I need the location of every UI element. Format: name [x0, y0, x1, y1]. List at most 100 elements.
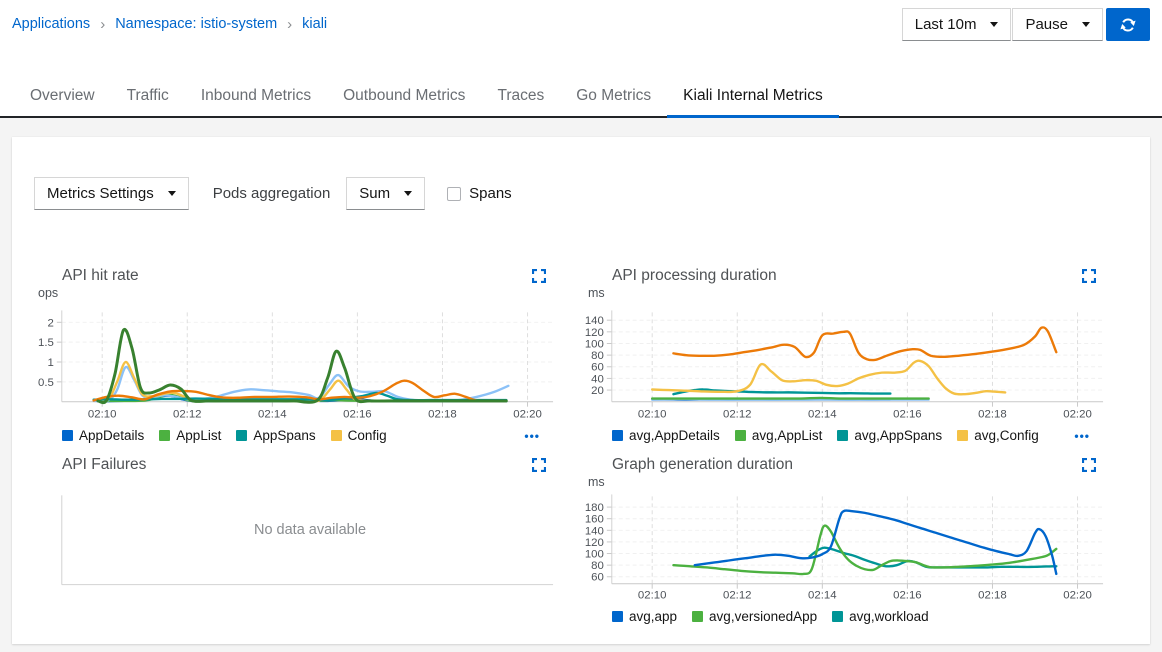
legend-item[interactable]: AppList: [159, 428, 221, 443]
x-axis-tick-label: 02:18: [978, 409, 1007, 421]
expand-chart-button[interactable]: [531, 457, 547, 473]
top-header: Applications › Namespace: istio-system ›…: [0, 0, 1162, 48]
y-axis-tick-label: 80: [591, 350, 604, 362]
x-axis-tick-label: 02:10: [88, 409, 117, 421]
tab-traffic[interactable]: Traffic: [126, 87, 169, 104]
legend-swatch: [62, 430, 73, 441]
chart-legend: AppDetails AppList AppSpans Config •••: [62, 428, 540, 443]
legend-more-button[interactable]: •••: [1074, 428, 1090, 443]
chart-legend: avg,AppDetails avg,AppList avg,AppSpans avg…: [612, 428, 1090, 443]
legend-item[interactable]: Config: [330, 428, 387, 443]
legend-item[interactable]: avg,app: [612, 609, 677, 624]
y-axis-tick-label: 100: [585, 338, 604, 350]
expand-chart-button[interactable]: [1081, 457, 1097, 473]
y-axis-tick-label: 60: [591, 362, 604, 374]
y-axis-unit: ops: [38, 286, 59, 300]
y-axis-tick-label: 0.5: [38, 377, 54, 389]
legend-label: avg,AppList: [751, 428, 823, 443]
legend-item[interactable]: AppSpans: [236, 428, 316, 443]
x-axis-tick-label: 02:12: [173, 409, 202, 421]
x-axis-tick-label: 02:20: [1063, 590, 1092, 602]
y-axis-unit: ms: [588, 286, 605, 300]
y-axis-tick-label: 1.5: [38, 337, 54, 349]
x-axis-tick-label: 02:20: [1063, 409, 1092, 421]
y-axis-tick-label: 60: [591, 572, 604, 584]
chevron-down-icon: [404, 191, 413, 200]
refresh-interval-select[interactable]: Pause: [1012, 8, 1103, 41]
breadcrumb-link-applications[interactable]: Applications: [12, 16, 91, 32]
expand-icon: [531, 268, 547, 284]
x-axis-tick-label: 02:14: [808, 590, 837, 602]
metrics-controls: Metrics Settings Pods aggregation Sum Sp…: [34, 177, 1110, 210]
y-axis-tick-label: 120: [585, 537, 604, 549]
tab-go-metrics[interactable]: Go Metrics: [576, 87, 652, 104]
legend-item[interactable]: AppDetails: [62, 428, 144, 443]
tab-bar: Overview Traffic Inbound Metrics Outboun…: [0, 78, 1162, 118]
series-line-avg,versionedApp: [672, 524, 1058, 576]
legend-swatch: [612, 611, 623, 622]
breadcrumb-link-namespace[interactable]: Namespace: istio-system: [115, 16, 278, 32]
tab-overview[interactable]: Overview: [30, 87, 95, 104]
chart-graph-generation-duration: Graph generation duration ms 60 80 100 120 1…: [584, 455, 1110, 624]
legend-item[interactable]: avg,AppSpans: [837, 428, 942, 443]
y-axis-tick-label: 20: [591, 385, 604, 397]
spans-checkbox[interactable]: [447, 186, 462, 201]
y-axis-unit: ms: [588, 475, 605, 489]
legend-label: AppSpans: [253, 428, 316, 443]
tab-inbound-metrics[interactable]: Inbound Metrics: [200, 87, 312, 104]
expand-icon: [531, 457, 547, 473]
sync-icon: [1120, 17, 1136, 33]
legend-label: avg,AppDetails: [629, 428, 720, 443]
duration-select[interactable]: Last 10m: [901, 8, 1012, 41]
x-axis-tick-label: 02:12: [723, 409, 752, 421]
refresh-interval-value: Pause: [1025, 16, 1068, 33]
legend-label: Config: [347, 428, 387, 443]
chevron-down-icon: [167, 191, 176, 200]
chevron-right-icon: ›: [287, 15, 293, 33]
legend-item[interactable]: avg,workload: [832, 609, 929, 624]
chart-title: Graph generation duration: [612, 456, 793, 473]
chart-canvas[interactable]: 0.5 1 1.5 2 02:10 02:12 02:14 02:16 02:18 02:20: [34, 302, 560, 424]
legend-swatch: [692, 611, 704, 622]
expand-chart-button[interactable]: [1081, 268, 1097, 284]
x-axis-tick-label: 02:10: [638, 590, 667, 602]
metrics-card: Metrics Settings Pods aggregation Sum Sp…: [12, 137, 1150, 644]
expand-chart-button[interactable]: [531, 268, 547, 284]
series-line-avg,Config: [650, 359, 1007, 396]
charts-grid: API hit rate ops 0.5 1 1.5 2 02:10 02:12 02:14…: [34, 266, 1110, 624]
chevron-down-icon: [1082, 22, 1090, 31]
y-axis-tick-label: 80: [591, 560, 604, 572]
time-toolbar: Last 10m Pause: [901, 8, 1150, 41]
content-area: Metrics Settings Pods aggregation Sum Sp…: [0, 118, 1162, 652]
breadcrumb-link-app[interactable]: kiali: [302, 16, 328, 32]
tab-traces[interactable]: Traces: [497, 87, 545, 104]
x-axis-tick-label: 02:18: [428, 409, 457, 421]
legend-item[interactable]: avg,AppDetails: [612, 428, 720, 443]
aggregation-select[interactable]: Sum: [346, 177, 426, 210]
legend-swatch: [236, 430, 248, 441]
tab-outbound-metrics[interactable]: Outbound Metrics: [343, 87, 466, 104]
x-axis-tick-label: 02:12: [723, 590, 752, 602]
legend-more-button[interactable]: •••: [524, 428, 540, 443]
x-axis-tick-label: 02:14: [808, 409, 837, 421]
legend-swatch: [612, 430, 623, 441]
series-line-avg,AppList: [650, 396, 930, 400]
series-line-series-5: [96, 327, 508, 405]
legend-item[interactable]: avg,AppList: [734, 428, 823, 443]
legend-swatch: [832, 611, 844, 622]
tab-kiali-internal-metrics[interactable]: Kiali Internal Metrics: [667, 78, 839, 118]
chart-api-failures: API Failures No data available: [34, 455, 560, 624]
y-axis-tick-label: 1: [48, 357, 54, 369]
breadcrumb: Applications › Namespace: istio-system ›…: [12, 16, 327, 32]
refresh-button[interactable]: [1106, 8, 1150, 41]
spans-checkbox-group: Spans: [447, 185, 512, 202]
chart-api-processing-duration: API processing duration ms 20 40 60 80 100 12…: [584, 266, 1110, 443]
metrics-settings-dropdown[interactable]: Metrics Settings: [34, 177, 189, 210]
legend-label: avg,Config: [974, 428, 1039, 443]
legend-label: avg,app: [629, 609, 678, 624]
legend-item[interactable]: avg,versionedApp: [692, 609, 817, 624]
legend-item[interactable]: avg,Config: [957, 428, 1039, 443]
chart-canvas[interactable]: [34, 491, 560, 591]
